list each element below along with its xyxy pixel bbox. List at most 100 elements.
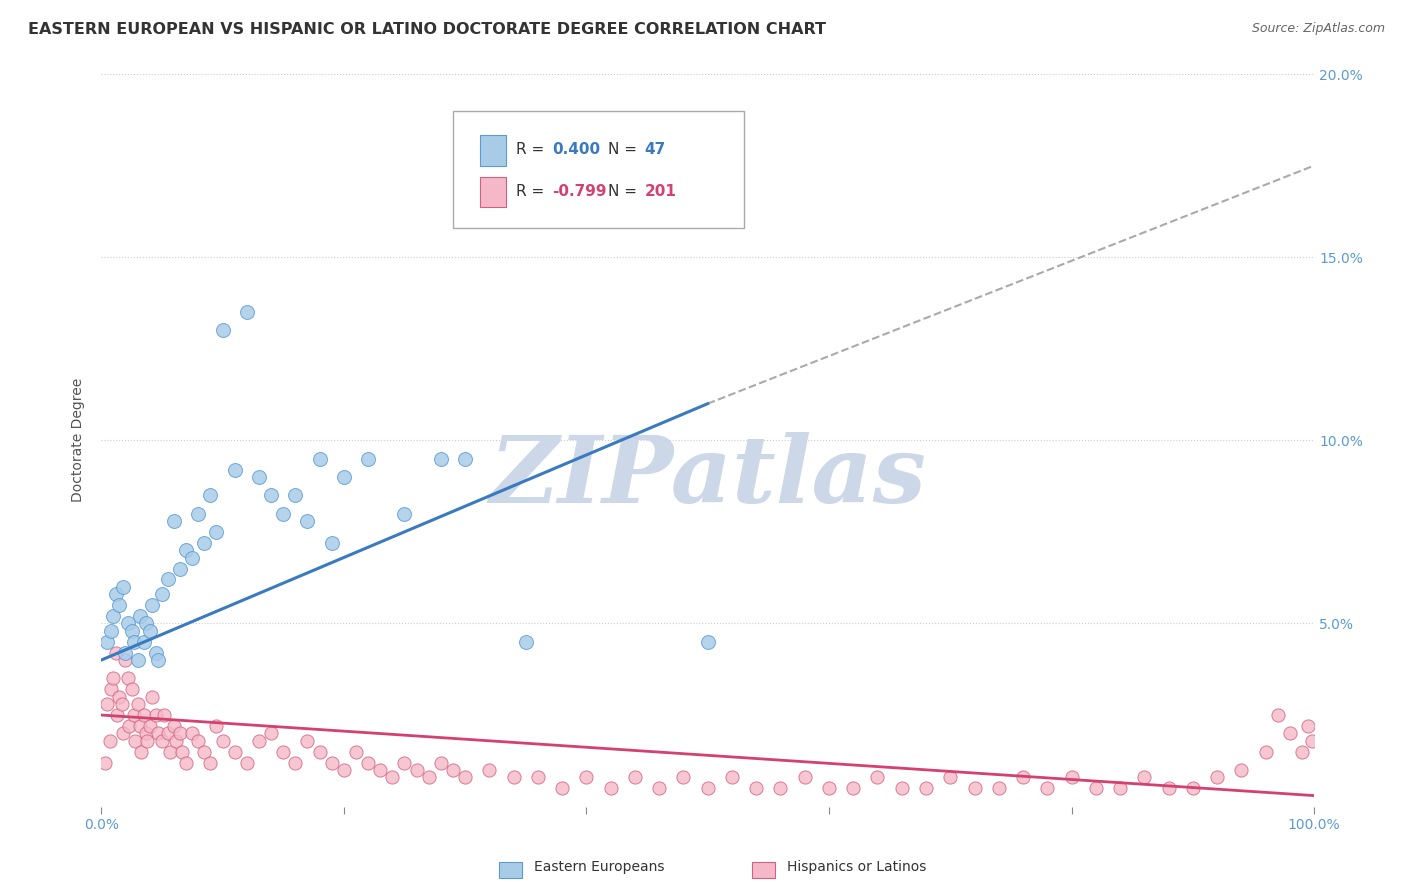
Point [100, 624, 122, 638]
Point [156, 573, 179, 587]
Point [174, 543, 197, 558]
Point [132, 634, 155, 648]
Text: Hispanics or Latinos: Hispanics or Latinos [787, 860, 927, 874]
Point [124, 733, 146, 747]
Point [769, 781, 792, 796]
Point [1012, 770, 1035, 784]
Point [648, 781, 671, 796]
Text: Source: ZipAtlas.com: Source: ZipAtlas.com [1251, 22, 1385, 36]
Point [127, 697, 149, 711]
Point [271, 745, 294, 759]
Point [141, 690, 163, 704]
Point [478, 763, 501, 777]
Point [108, 598, 131, 612]
Point [224, 462, 246, 476]
Point [121, 682, 143, 697]
Point [1254, 745, 1277, 759]
Point [1291, 745, 1313, 759]
Point [344, 745, 367, 759]
Point [224, 745, 246, 759]
Point [1206, 770, 1229, 784]
Text: R =: R = [516, 142, 550, 157]
Point [297, 733, 319, 747]
Point [138, 624, 160, 638]
Point [105, 708, 128, 723]
Point [624, 770, 647, 784]
Point [939, 770, 962, 784]
Text: Eastern Europeans: Eastern Europeans [534, 860, 665, 874]
Point [1301, 733, 1323, 747]
Point [104, 646, 127, 660]
Point [187, 733, 209, 747]
Point [193, 536, 215, 550]
Bar [479, 177, 506, 207]
Point [381, 770, 404, 784]
Point [454, 451, 477, 466]
Point [1267, 708, 1289, 723]
Point [135, 616, 157, 631]
Point [172, 745, 194, 759]
Point [163, 514, 186, 528]
Point [153, 708, 176, 723]
Point [260, 488, 283, 502]
Point [333, 470, 356, 484]
Point [111, 697, 134, 711]
Text: 201: 201 [644, 184, 676, 199]
Point [551, 781, 574, 796]
Point [394, 507, 416, 521]
Point [156, 726, 179, 740]
Point [211, 733, 233, 747]
Text: 47: 47 [644, 142, 666, 157]
Point [527, 770, 550, 784]
Point [103, 672, 125, 686]
Point [1060, 770, 1083, 784]
Point [430, 451, 453, 466]
Point [357, 756, 380, 770]
Point [132, 708, 155, 723]
Point [1278, 726, 1301, 740]
Point [127, 653, 149, 667]
Text: N =: N = [609, 142, 643, 157]
Point [122, 708, 145, 723]
Point [321, 756, 343, 770]
Point [117, 672, 139, 686]
Point [96, 697, 118, 711]
Point [174, 756, 197, 770]
Point [721, 770, 744, 784]
Point [1109, 781, 1132, 796]
Point [696, 781, 718, 796]
Point [394, 756, 416, 770]
Point [236, 305, 259, 319]
Point [308, 745, 330, 759]
Point [121, 624, 143, 638]
Point [150, 587, 173, 601]
Point [793, 770, 815, 784]
Point [1036, 781, 1059, 796]
Text: 0.400: 0.400 [553, 142, 600, 157]
Point [333, 763, 356, 777]
Point [236, 756, 259, 770]
Point [1230, 763, 1253, 777]
Point [181, 550, 204, 565]
Point [169, 561, 191, 575]
Point [297, 514, 319, 528]
Point [368, 763, 391, 777]
Point [211, 323, 233, 337]
Point [745, 781, 768, 796]
Point [118, 719, 141, 733]
Point [842, 781, 865, 796]
Bar [479, 135, 506, 166]
Point [141, 598, 163, 612]
Point [122, 634, 145, 648]
Point [181, 726, 204, 740]
Point [321, 536, 343, 550]
Point [104, 587, 127, 601]
Text: -0.799: -0.799 [553, 184, 607, 199]
Point [100, 682, 122, 697]
Point [405, 763, 427, 777]
Point [145, 708, 167, 723]
Point [987, 781, 1010, 796]
Point [866, 770, 889, 784]
Point [145, 646, 167, 660]
Point [672, 770, 695, 784]
